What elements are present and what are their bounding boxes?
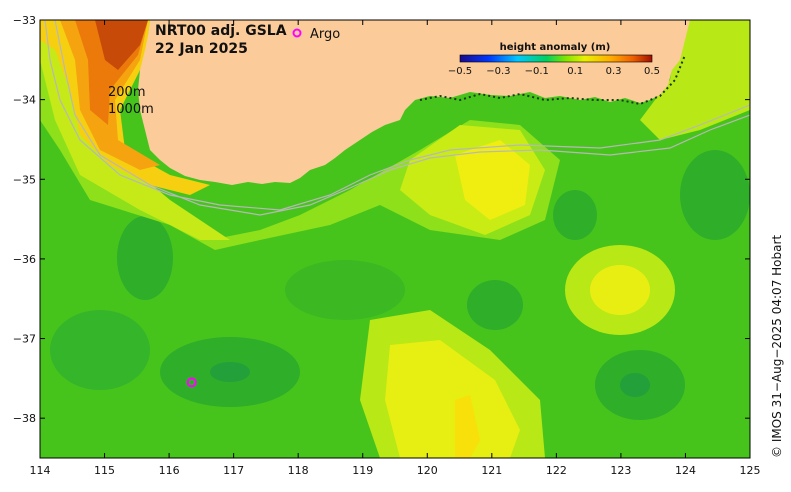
x-tick-label: 120 — [417, 464, 438, 477]
x-tick-label: 124 — [675, 464, 696, 477]
leeuwin-current-high — [40, 20, 210, 195]
current-core — [95, 20, 148, 70]
negative-anomaly-patches — [50, 150, 750, 420]
y-tick-label: −36 — [13, 253, 36, 266]
x-tick-label: 125 — [740, 464, 761, 477]
y-tick-label: −37 — [13, 333, 36, 346]
x-tick-label: 114 — [30, 464, 51, 477]
y-tick-label: −34 — [13, 94, 36, 107]
eddy-high-core — [455, 140, 530, 220]
plot-frame — [39, 19, 751, 459]
y-tick-label: −33 — [13, 14, 36, 27]
colorbar-title: height anomaly (m) — [500, 42, 611, 53]
contour-1000m — [54, 20, 750, 216]
colorbar-ramp — [459, 54, 653, 63]
imos-credit: © IMOS 31−Aug−2025 04:07 Hobart — [770, 235, 784, 458]
y-tick-label: −38 — [13, 412, 36, 425]
eddy-patch — [210, 362, 250, 382]
y-tick-label: −35 — [13, 173, 36, 186]
southern-high-peak — [455, 395, 480, 458]
eddy-patch — [467, 280, 523, 330]
argo-float-marker[interactable] — [186, 377, 197, 388]
coast-detail — [419, 54, 686, 106]
colorbar-tick-label: 0.1 — [567, 66, 583, 77]
eddy-patch — [680, 150, 750, 240]
x-tick-label: 122 — [546, 464, 567, 477]
colorbar-tick-label: −0.1 — [525, 66, 549, 77]
eddy-patch — [117, 216, 173, 300]
x-tick-label: 117 — [223, 464, 244, 477]
colorbar-tick-label: −0.3 — [486, 66, 510, 77]
eddy-patch — [553, 190, 597, 240]
eastern-shelf-high — [640, 20, 750, 140]
southern-high-core — [385, 340, 520, 458]
x-tick-label: 115 — [94, 464, 115, 477]
x-tick-label: 118 — [288, 464, 309, 477]
map-title-date: 22 Jan 2025 — [155, 41, 248, 57]
colorbar-tick-label: 0.5 — [644, 66, 660, 77]
x-tick-label: 116 — [159, 464, 180, 477]
plot-area — [40, 20, 750, 458]
eastern-high-core — [590, 265, 650, 315]
argo-legend-icon — [292, 28, 302, 38]
x-tick-label: 123 — [610, 464, 631, 477]
eddy-patch — [50, 310, 150, 390]
colorbar-tick-label: 0.3 — [606, 66, 622, 77]
contour-label-1000m: 1000m — [108, 102, 154, 117]
x-axis: 114 115 116 117 118 119 120 121 122 123 124 125 — [30, 20, 761, 477]
colorbar: height anomaly (m) −0.5 −0.3 −0.1 0.1 0.3 0.5 — [448, 42, 660, 77]
map-title-product: NRT00 adj. GSLA — [155, 23, 287, 39]
y-axis: −33 −34 −35 −36 −37 −38 — [13, 14, 750, 425]
x-tick-label: 119 — [352, 464, 373, 477]
eddy-patch — [620, 373, 650, 397]
x-tick-label: 121 — [481, 464, 502, 477]
contour-label-200m: 200m — [108, 85, 145, 100]
colorbar-tick-label: −0.5 — [448, 66, 472, 77]
eddy-patch — [285, 260, 405, 320]
argo-legend-label: Argo — [310, 27, 340, 42]
contour-200m — [44, 20, 750, 211]
